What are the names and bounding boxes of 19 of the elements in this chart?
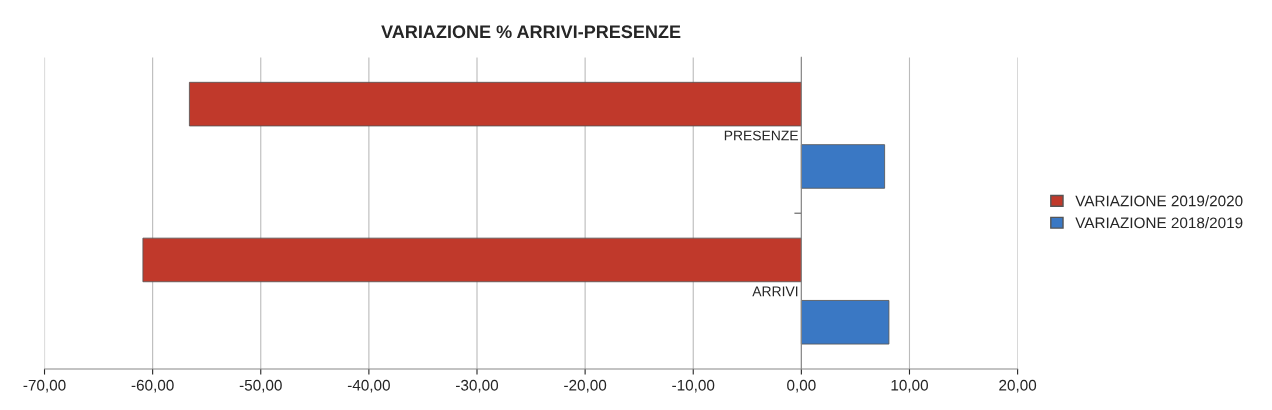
x-tick-label: -60,00 (131, 379, 174, 393)
y-tick-label: PRESENZE (724, 130, 798, 141)
bar (188, 81, 802, 127)
legend-label: VARIAZIONE 2018/2019 (1075, 217, 1243, 229)
x-tick-label: -70,00 (23, 379, 66, 393)
x-tick-label: -10,00 (672, 379, 715, 393)
bar (800, 144, 886, 189)
chart-title: VARIAZIONE % ARRIVI-PRESENZE (381, 25, 681, 39)
x-tick-label: 0,00 (787, 379, 816, 393)
x-tick-label: 10,00 (891, 379, 928, 393)
x-tick-label: -20,00 (564, 379, 607, 393)
y-tick-label: ARRIVI (752, 286, 798, 297)
x-tick-label: -40,00 (347, 379, 390, 393)
x-tick-label: -30,00 (456, 379, 499, 393)
bar (142, 237, 802, 283)
x-tick-label: 20,00 (999, 379, 1037, 393)
legend-label: VARIAZIONE 2019/2020 (1075, 195, 1243, 207)
x-tick-label: -50,00 (239, 379, 282, 393)
bar (800, 300, 890, 345)
